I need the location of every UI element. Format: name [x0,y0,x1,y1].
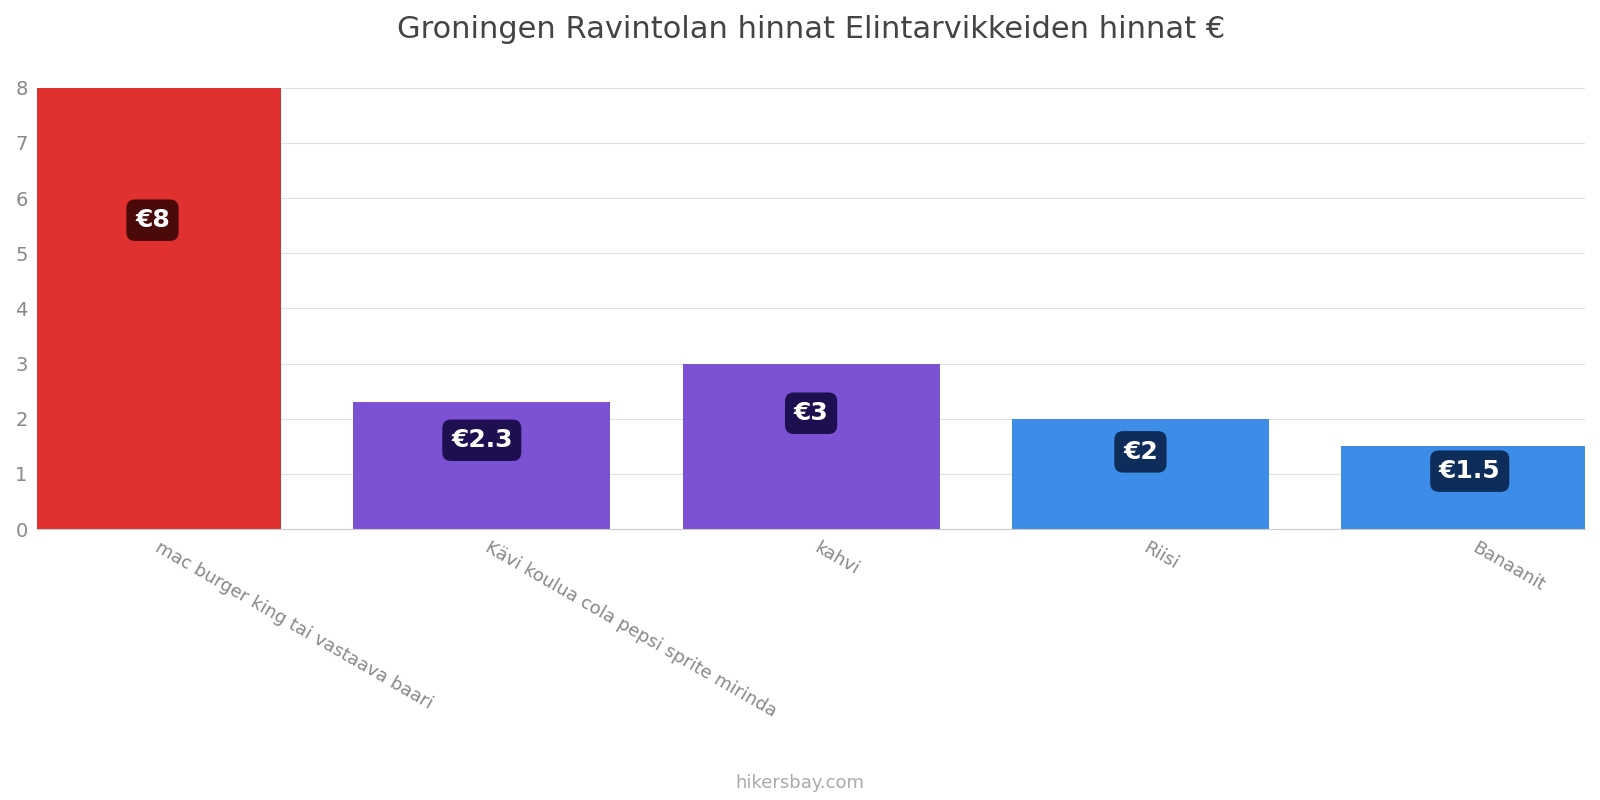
Text: €3: €3 [794,402,829,426]
Bar [24,88,282,529]
Bar [1341,446,1598,529]
Bar [683,364,939,529]
Bar [1011,418,1269,529]
Text: hikersbay.com: hikersbay.com [736,774,864,792]
Title: Groningen Ravintolan hinnat Elintarvikkeiden hinnat €: Groningen Ravintolan hinnat Elintarvikke… [397,15,1226,44]
Text: €2.3: €2.3 [451,428,512,452]
Text: €1.5: €1.5 [1438,459,1501,483]
Text: €8: €8 [134,208,170,232]
Bar [354,402,610,529]
Text: €2: €2 [1123,440,1158,464]
